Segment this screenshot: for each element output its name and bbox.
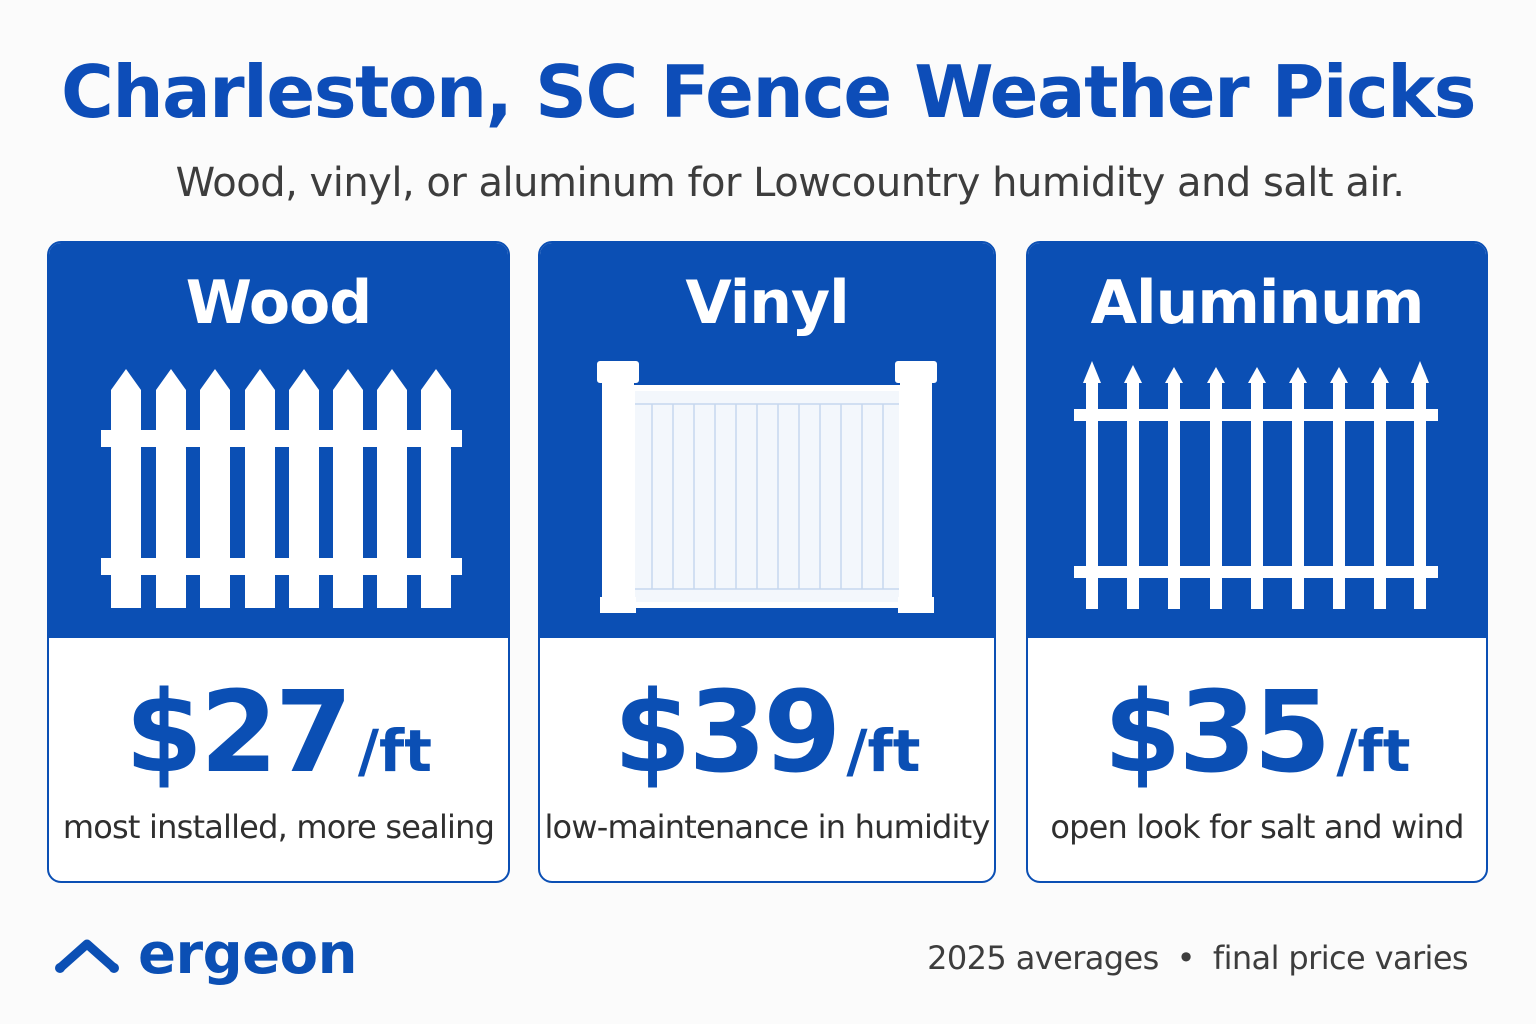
- price-unit: /ft: [846, 717, 921, 785]
- card-aluminum: Aluminum: [1026, 241, 1488, 883]
- aluminum-spear-fence-icon: [1074, 361, 1438, 609]
- price-row: $27/ft: [49, 673, 508, 811]
- page-title: Charleston, SC Fence Weather Picks: [60, 50, 1477, 134]
- card-vinyl: Vinyl: [538, 241, 996, 883]
- card-note: most installed, more sealing: [62, 808, 495, 846]
- price-value: $39: [613, 668, 842, 798]
- footnote-year: 2025 averages: [927, 939, 1159, 977]
- brand-logo: ergeon: [54, 920, 374, 992]
- price-unit: /ft: [1336, 717, 1411, 785]
- price-value: $35: [1103, 668, 1332, 798]
- card-title: Wood: [185, 268, 372, 338]
- card-note: low-maintenance in humidity: [544, 808, 990, 846]
- price-row: $39/ft: [540, 673, 994, 811]
- card-note: open look for salt and wind: [1050, 808, 1464, 846]
- card-header: Wood: [49, 243, 508, 638]
- footnote-disclaimer: final price varies: [1212, 939, 1469, 977]
- page-subtitle: Wood, vinyl, or aluminum for Lowcountry …: [175, 160, 1405, 206]
- price-row: $35/ft: [1028, 673, 1486, 811]
- card-title: Aluminum: [1090, 268, 1425, 338]
- roof-chevron-icon: [55, 939, 119, 973]
- brand-name: ergeon: [138, 922, 358, 987]
- vinyl-privacy-fence-icon: [597, 361, 937, 613]
- price-value: $27: [125, 668, 353, 798]
- card-header: Vinyl: [540, 243, 994, 638]
- footnote: 2025 averages • final price varies: [927, 936, 1468, 980]
- card-header: Aluminum: [1028, 243, 1486, 638]
- card-wood: Wood $27/ft most installed, more sealing: [47, 241, 510, 883]
- price-unit: /ft: [357, 717, 432, 785]
- picket-fence-icon: [101, 369, 462, 608]
- card-title: Vinyl: [685, 268, 849, 338]
- footnote-separator: •: [1176, 939, 1196, 977]
